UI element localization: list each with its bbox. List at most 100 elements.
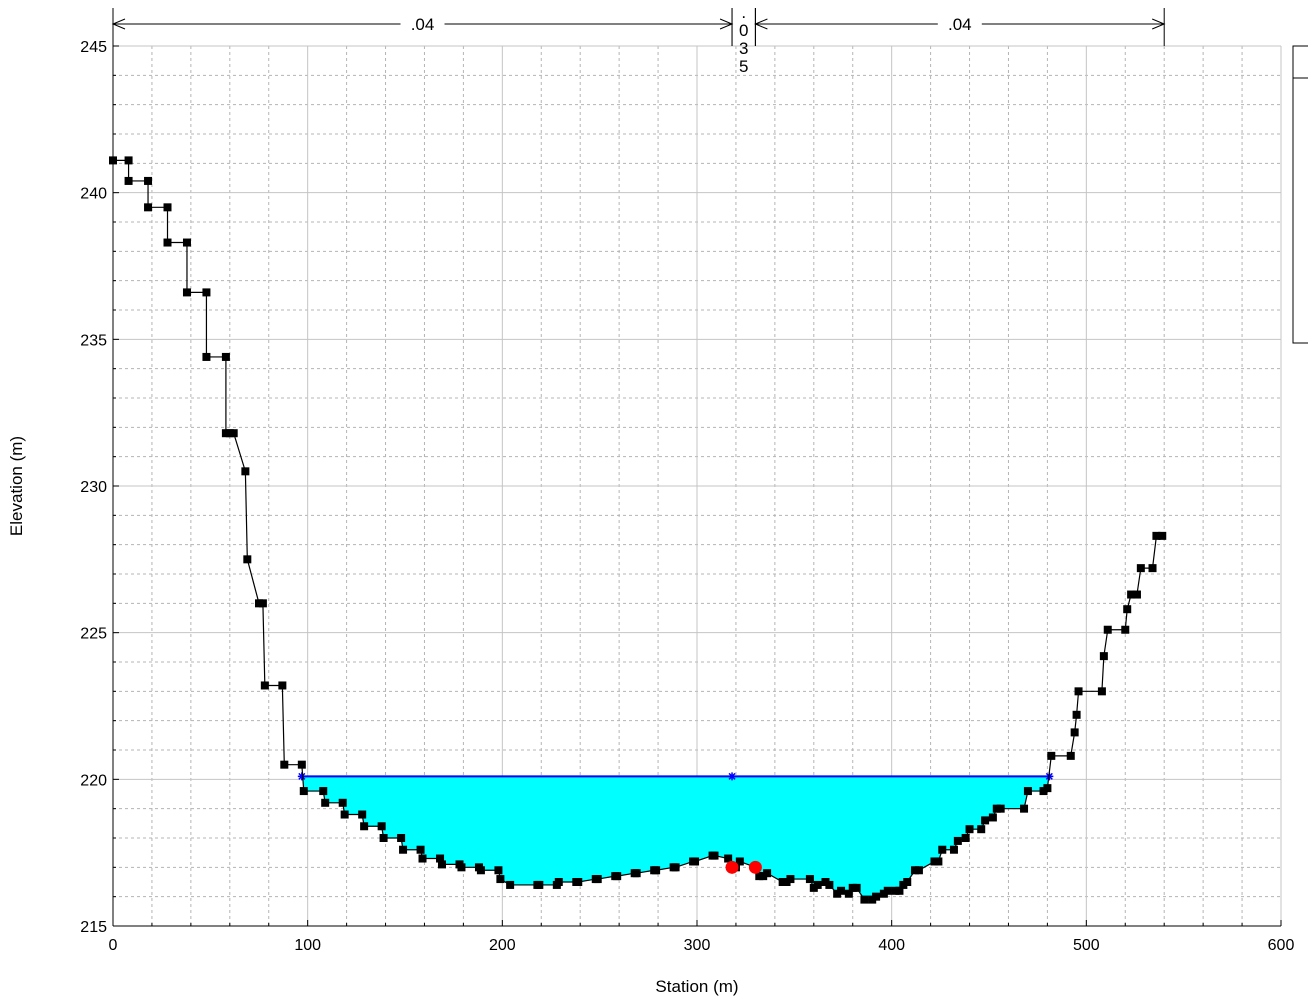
ground-point-marker (632, 869, 641, 878)
ground-point-marker (202, 288, 211, 297)
ground-point-marker (278, 681, 287, 690)
ground-point-marker (535, 880, 544, 889)
ground-point-marker (981, 816, 990, 825)
ground-point-marker (860, 895, 869, 904)
x-tick-label: 300 (684, 937, 711, 954)
n-value-label: .04 (411, 15, 435, 34)
y-tick-label: 240 (80, 186, 107, 203)
ground-point-marker (1043, 784, 1052, 793)
x-axis-title: Station (m) (655, 977, 738, 996)
ground-point-marker (321, 798, 330, 807)
ground-point-marker (1158, 531, 1167, 540)
y-tick-label: 245 (80, 39, 107, 56)
ground-point-marker (182, 288, 191, 297)
ground-point-marker (763, 869, 772, 878)
ground-point-marker (338, 798, 347, 807)
ground-point-marker (506, 880, 515, 889)
ground-point-marker (241, 467, 250, 476)
ground-point-marker (691, 857, 700, 866)
ground-point-marker (416, 845, 425, 854)
legend-box (1292, 45, 1308, 344)
ground-point-marker (949, 845, 958, 854)
ground-point-marker (360, 822, 369, 831)
ground-point-marker (977, 825, 986, 834)
ground-point-marker (379, 834, 388, 842)
ground-point-marker (1020, 804, 1029, 813)
ground-point-marker (710, 851, 719, 860)
bank-station-marker (748, 860, 762, 874)
x-tick-label: 400 (878, 937, 905, 954)
water-surface-marker (728, 772, 737, 781)
ground-point-marker (1097, 687, 1106, 696)
ground-point-marker (844, 889, 853, 898)
ground-point-marker (457, 863, 466, 872)
ground-point-marker (1066, 751, 1075, 760)
ground-point-marker (903, 878, 912, 886)
ground-point-marker (988, 813, 997, 822)
ground-point-marker (243, 555, 252, 564)
ground-point-marker (574, 878, 583, 886)
ground-point-marker (163, 203, 172, 212)
ground-point-marker (996, 804, 1005, 813)
ground-point-marker (953, 836, 962, 845)
ground-point-marker (437, 860, 446, 869)
ground-point-marker (124, 156, 133, 165)
ground-point-marker (805, 875, 814, 884)
x-tick-label: 100 (294, 937, 321, 954)
ground-point-marker (1099, 652, 1108, 661)
ground-point-marker (124, 176, 133, 185)
ground-point-marker (144, 203, 153, 212)
ground-point-marker (476, 866, 485, 875)
ground-point-marker (299, 787, 308, 796)
ground-point-marker (221, 352, 230, 361)
ground-point-marker (613, 872, 622, 881)
ground-point-marker (883, 886, 892, 895)
ground-point-marker (258, 599, 267, 608)
ground-point-marker (399, 845, 408, 854)
ground-point-marker (593, 875, 602, 884)
ground-point-marker (144, 176, 153, 185)
ground-point-marker (1152, 531, 1161, 540)
y-tick-label: 230 (80, 479, 107, 496)
ground-point-marker (418, 854, 427, 863)
ground-point-marker (1047, 751, 1056, 760)
ground-point-marker (554, 878, 563, 886)
ground-point-marker (872, 892, 881, 901)
ground-point-marker (496, 875, 505, 884)
ground-point-marker (786, 875, 795, 884)
axis-ticks: 0 100 200 300 400 500 600 215 220 225 230 235 240 245 (80, 39, 1294, 954)
bank-stations (725, 860, 762, 874)
y-tick-label: 235 (80, 332, 107, 349)
ground-point-marker (297, 760, 306, 769)
ground-point-marker (1127, 590, 1136, 599)
ground-point-marker (182, 238, 191, 247)
bank-station-marker (725, 860, 739, 874)
ground-point-marker (1121, 625, 1130, 634)
n-arrow-head (1152, 18, 1166, 30)
ground-point-marker (813, 880, 822, 889)
ground-point-marker (319, 787, 328, 796)
ground-point-marker (397, 834, 406, 842)
y-tick-label: 220 (80, 772, 107, 789)
ground-point-marker (671, 863, 680, 872)
ground-point-marker (837, 886, 846, 895)
ground-point-marker (1132, 590, 1141, 599)
ground-point-marker (825, 880, 834, 889)
y-tick-label: 215 (80, 919, 107, 936)
x-tick-label: 200 (489, 937, 516, 954)
x-tick-label: 600 (1268, 937, 1295, 954)
ground-point-marker (1123, 605, 1132, 614)
ground-point-marker (965, 825, 974, 834)
ground-point-marker (280, 760, 289, 769)
water-area (297, 772, 1054, 900)
ground-point-marker (436, 854, 445, 863)
legend (1292, 45, 1308, 344)
water-fill (301, 776, 1050, 900)
ground-point-marker (961, 834, 970, 842)
ground-point-marker (1148, 564, 1157, 573)
ground-point-marker (724, 854, 733, 863)
ground-point-marker (1074, 687, 1083, 696)
ground-point-marker (494, 866, 503, 875)
